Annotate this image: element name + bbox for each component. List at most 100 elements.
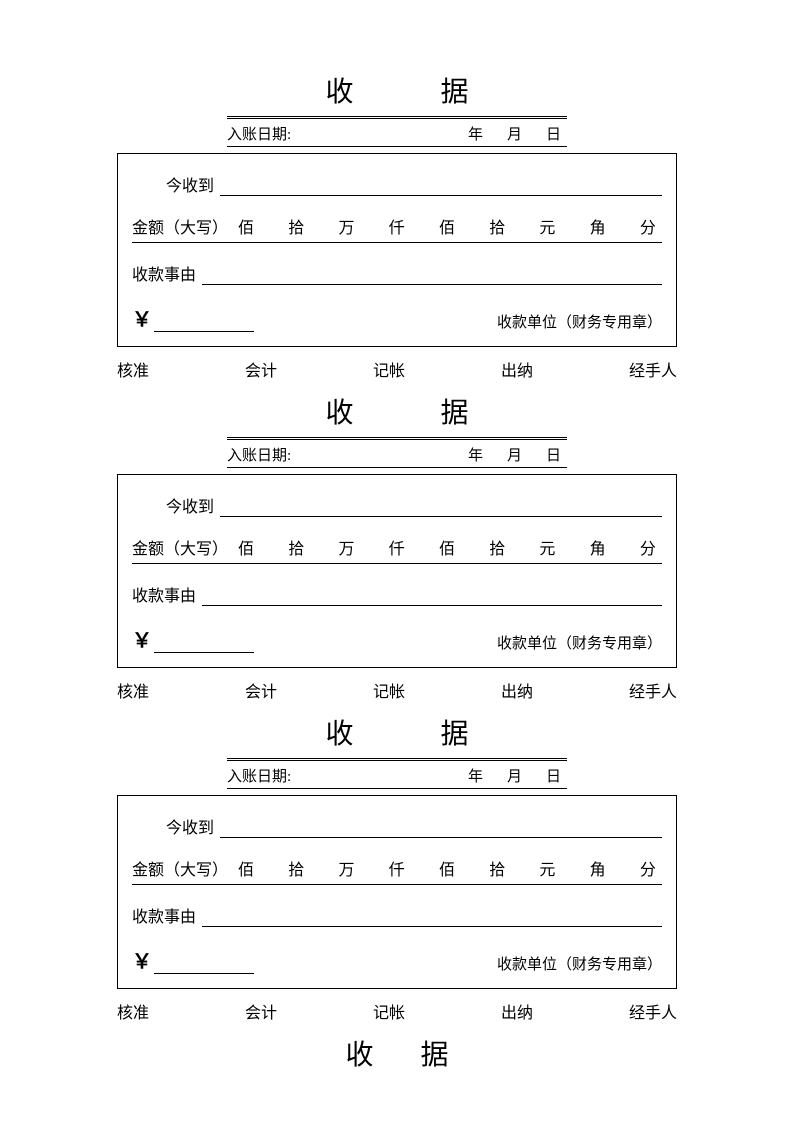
signature-label: 会计 <box>245 999 277 1023</box>
receipt-box: 今收到 金额（大写） 佰 拾 万 仟 佰 拾 元 角 分 收款事由 <box>117 474 677 668</box>
receipt-block: 收 据 入账日期: 年 月 日 今收到 金额（大写） 佰 拾 万 仟 佰 <box>117 712 677 1023</box>
currency-line <box>154 314 254 332</box>
signature-label: 记帐 <box>373 678 405 702</box>
received-line <box>220 820 662 838</box>
reason-row: 收款事由 <box>132 261 662 285</box>
signature-label: 核准 <box>117 357 149 381</box>
amount-unit: 分 <box>640 856 656 880</box>
amount-unit: 角 <box>590 856 606 880</box>
reason-label: 收款事由 <box>132 582 202 606</box>
signature-label: 记帐 <box>373 999 405 1023</box>
date-label: 入账日期: <box>227 444 291 465</box>
receipt-block: 收 据 入账日期: 年 月 日 今收到 金额（大写） 佰 拾 万 仟 佰 <box>117 391 677 702</box>
date-day-unit: 日 <box>528 123 567 144</box>
amount-unit: 拾 <box>489 535 505 559</box>
amount-units: 佰 拾 万 仟 佰 拾 元 角 分 <box>238 856 662 880</box>
amount-unit: 佰 <box>238 214 254 238</box>
amount-units: 佰 拾 万 仟 佰 拾 元 角 分 <box>238 535 662 559</box>
amount-row: 金额（大写） 佰 拾 万 仟 佰 拾 元 角 分 <box>132 856 662 885</box>
amount-unit: 角 <box>590 214 606 238</box>
stamp-label: 收款单位（财务专用章） <box>497 632 662 653</box>
reason-line <box>202 588 662 606</box>
signature-row: 核准 会计 记帐 出纳 经手人 <box>117 668 677 702</box>
date-day-unit: 日 <box>528 765 567 786</box>
signature-label: 经手人 <box>629 357 677 381</box>
date-year-unit: 年 <box>450 123 489 144</box>
received-line <box>220 499 662 517</box>
date-label: 入账日期: <box>227 765 291 786</box>
receipt-box: 今收到 金额（大写） 佰 拾 万 仟 佰 拾 元 角 分 收款事由 <box>117 795 677 989</box>
date-row: 入账日期: 年 月 日 <box>227 123 567 147</box>
amount-unit: 拾 <box>489 856 505 880</box>
amount-unit: 佰 <box>439 214 455 238</box>
signature-label: 核准 <box>117 678 149 702</box>
receipt-title-partial: 收 据 <box>0 1033 794 1073</box>
reason-label: 收款事由 <box>132 903 202 927</box>
amount-row: 金额（大写） 佰 拾 万 仟 佰 拾 元 角 分 <box>132 214 662 243</box>
amount-unit: 万 <box>338 856 354 880</box>
amount-unit: 角 <box>590 535 606 559</box>
amount-unit: 佰 <box>238 535 254 559</box>
amount-unit: 拾 <box>489 214 505 238</box>
signature-label: 经手人 <box>629 678 677 702</box>
reason-line <box>202 267 662 285</box>
amount-label: 金额（大写） <box>132 856 238 880</box>
stamp-label: 收款单位（财务专用章） <box>497 953 662 974</box>
title-underline <box>227 116 567 119</box>
signature-label: 会计 <box>245 678 277 702</box>
received-row: 今收到 <box>132 493 662 517</box>
title-underline <box>227 758 567 761</box>
stamp-label: 收款单位（财务专用章） <box>497 311 662 332</box>
amount-units: 佰 拾 万 仟 佰 拾 元 角 分 <box>238 214 662 238</box>
reason-row: 收款事由 <box>132 582 662 606</box>
receipt-block: 收 据 入账日期: 年 月 日 今收到 金额（大写） 佰 拾 万 仟 佰 <box>117 70 677 381</box>
amount-unit: 拾 <box>288 214 304 238</box>
amount-unit: 分 <box>640 535 656 559</box>
amount-unit: 万 <box>338 214 354 238</box>
currency-symbol: ￥ <box>132 945 154 974</box>
receipt-title: 收 据 <box>117 70 677 110</box>
date-month-unit: 月 <box>489 765 528 786</box>
amount-unit: 万 <box>338 535 354 559</box>
currency-line <box>154 635 254 653</box>
currency-line <box>154 956 254 974</box>
received-label: 今收到 <box>132 814 220 838</box>
amount-unit: 元 <box>539 856 555 880</box>
received-label: 今收到 <box>132 172 220 196</box>
amount-unit: 佰 <box>238 856 254 880</box>
received-row: 今收到 <box>132 172 662 196</box>
reason-row: 收款事由 <box>132 903 662 927</box>
amount-row: 金额（大写） 佰 拾 万 仟 佰 拾 元 角 分 <box>132 535 662 564</box>
signature-label: 出纳 <box>501 678 533 702</box>
signature-label: 经手人 <box>629 999 677 1023</box>
receipt-title: 收 据 <box>117 712 677 752</box>
receipt-box: 今收到 金额（大写） 佰 拾 万 仟 佰 拾 元 角 分 收款事由 <box>117 153 677 347</box>
received-label: 今收到 <box>132 493 220 517</box>
signature-label: 核准 <box>117 999 149 1023</box>
bottom-row: ￥ 收款单位（财务专用章） <box>132 945 662 974</box>
reason-label: 收款事由 <box>132 261 202 285</box>
date-year-unit: 年 <box>450 765 489 786</box>
date-year-unit: 年 <box>450 444 489 465</box>
amount-unit: 仟 <box>389 856 405 880</box>
received-line <box>220 178 662 196</box>
amount-unit: 分 <box>640 214 656 238</box>
amount-label: 金额（大写） <box>132 535 238 559</box>
page: 收 据 入账日期: 年 月 日 今收到 金额（大写） 佰 拾 万 仟 佰 <box>0 0 794 1073</box>
signature-label: 出纳 <box>501 357 533 381</box>
reason-line <box>202 909 662 927</box>
amount-label: 金额（大写） <box>132 214 238 238</box>
amount-unit: 仟 <box>389 214 405 238</box>
currency-symbol: ￥ <box>132 303 154 332</box>
bottom-row: ￥ 收款单位（财务专用章） <box>132 303 662 332</box>
date-month-unit: 月 <box>489 123 528 144</box>
signature-label: 会计 <box>245 357 277 381</box>
date-row: 入账日期: 年 月 日 <box>227 765 567 789</box>
currency-symbol: ￥ <box>132 624 154 653</box>
receipt-title: 收 据 <box>117 391 677 431</box>
date-day-unit: 日 <box>528 444 567 465</box>
date-row: 入账日期: 年 月 日 <box>227 444 567 468</box>
title-underline <box>227 437 567 440</box>
signature-row: 核准 会计 记帐 出纳 经手人 <box>117 347 677 381</box>
amount-unit: 佰 <box>439 535 455 559</box>
